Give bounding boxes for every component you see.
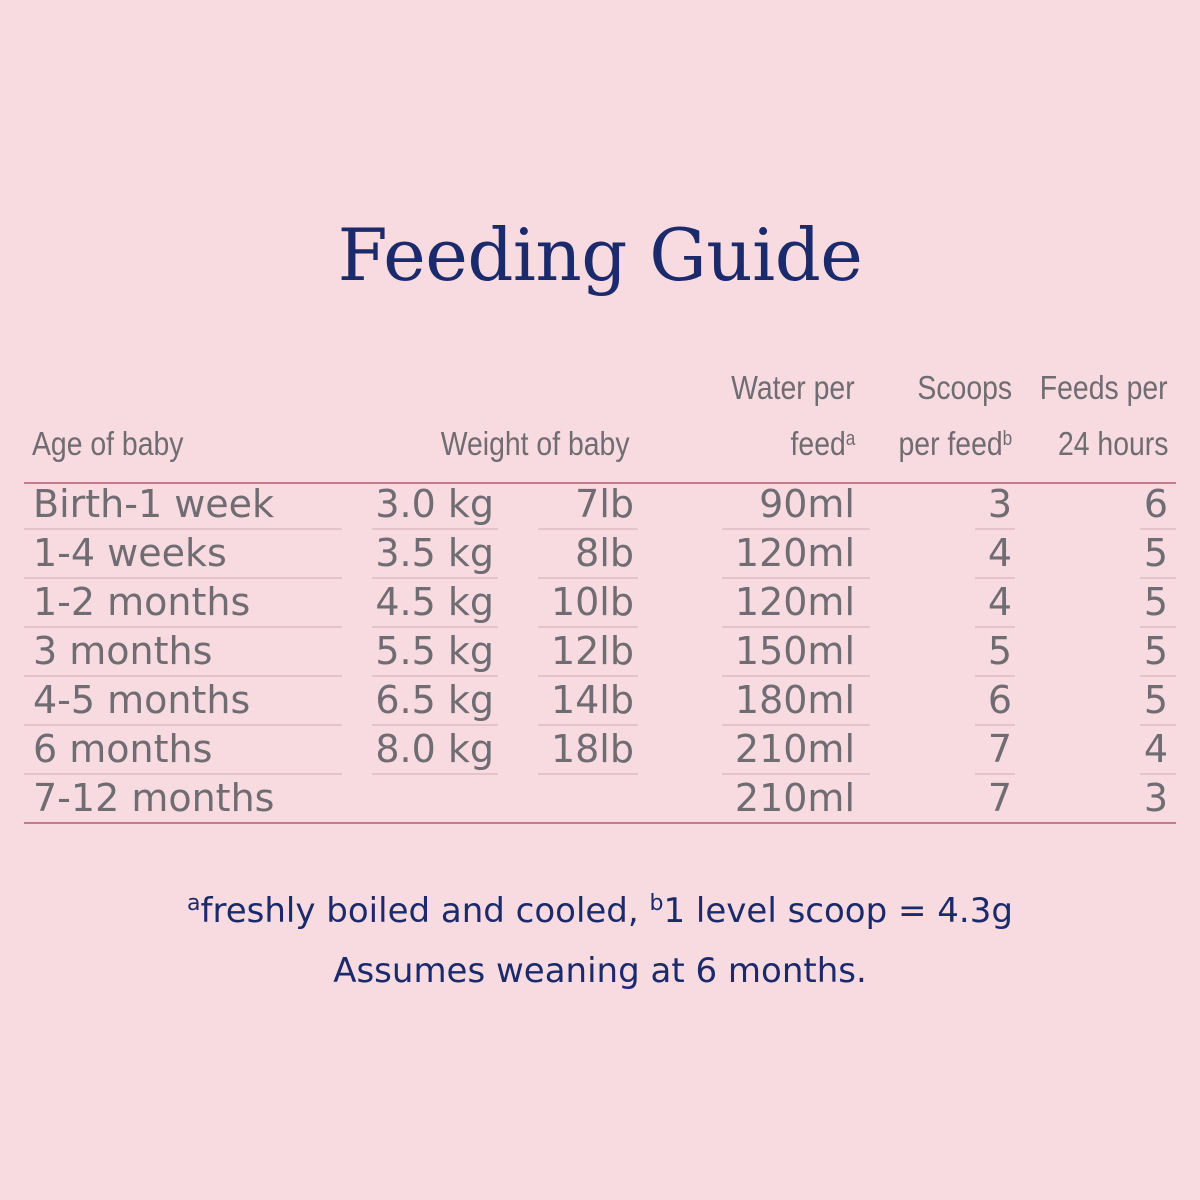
page-title: Feeding Guide xyxy=(337,213,863,297)
cell-feeds: 5 xyxy=(1143,531,1168,575)
header-water-line1: Water per xyxy=(731,369,855,406)
cell-water: 90ml xyxy=(759,482,855,526)
row-divider xyxy=(24,626,342,628)
header-feeds-line2: 24 hours xyxy=(1057,425,1168,462)
cell-feeds: 5 xyxy=(1143,629,1168,673)
cell-kg: 5.5 kg xyxy=(375,629,494,673)
row-divider xyxy=(975,577,1015,579)
cell-age: Birth-1 week xyxy=(33,482,275,526)
row-divider xyxy=(722,773,870,775)
cell-lb: 7lb xyxy=(575,482,634,526)
table-row: Birth-1 week 3.0 kg 7lb 90ml 3 6 xyxy=(0,481,1200,530)
cell-scoops: 7 xyxy=(987,727,1012,771)
cell-lb: 14lb xyxy=(550,678,634,722)
row-divider xyxy=(722,724,870,726)
table-row: 6 months 8.0 kg 18lb 210ml 7 4 xyxy=(0,726,1200,775)
cell-kg: 8.0 kg xyxy=(375,727,494,771)
cell-age: 7-12 months xyxy=(33,776,275,820)
row-divider xyxy=(372,773,498,775)
row-divider xyxy=(24,577,342,579)
header-weight: Weight of baby xyxy=(441,425,630,462)
row-divider xyxy=(975,724,1015,726)
cell-feeds: 6 xyxy=(1143,482,1168,526)
row-divider xyxy=(975,675,1015,677)
row-divider xyxy=(538,577,638,579)
table-row: 7-12 months 210ml 7 3 xyxy=(0,775,1200,824)
header-age: Age of baby xyxy=(32,425,184,462)
row-divider xyxy=(975,626,1015,628)
header-water-line2: feeda xyxy=(790,425,855,462)
cell-age: 3 months xyxy=(33,629,213,673)
row-divider xyxy=(372,626,498,628)
cell-scoops: 6 xyxy=(987,678,1012,722)
cell-lb: 10lb xyxy=(550,580,634,624)
footnote-line1: afreshly boiled and cooled, b1 level sco… xyxy=(187,891,1013,931)
cell-lb: 18lb xyxy=(550,727,634,771)
cell-kg: 6.5 kg xyxy=(375,678,494,722)
cell-feeds: 4 xyxy=(1143,727,1168,771)
cell-age: 1-2 months xyxy=(33,580,251,624)
row-divider xyxy=(538,626,638,628)
table-row: 3 months 5.5 kg 12lb 150ml 5 5 xyxy=(0,628,1200,677)
row-divider xyxy=(1140,528,1176,530)
cell-water: 180ml xyxy=(734,678,855,722)
row-divider xyxy=(372,675,498,677)
cell-scoops: 5 xyxy=(987,629,1012,673)
row-divider xyxy=(1140,724,1176,726)
table-row: 1-2 months 4.5 kg 10lb 120ml 4 5 xyxy=(0,579,1200,628)
cell-water: 150ml xyxy=(734,629,855,673)
row-divider xyxy=(1140,675,1176,677)
cell-lb: 8lb xyxy=(575,531,634,575)
row-divider xyxy=(722,675,870,677)
cell-scoops: 4 xyxy=(987,580,1012,624)
row-divider xyxy=(538,675,638,677)
cell-water: 210ml xyxy=(734,776,855,820)
cell-age: 4-5 months xyxy=(33,678,251,722)
cell-water: 210ml xyxy=(734,727,855,771)
cell-feeds: 3 xyxy=(1143,776,1168,820)
row-divider xyxy=(24,675,342,677)
row-divider xyxy=(722,577,870,579)
cell-scoops: 4 xyxy=(987,531,1012,575)
row-divider xyxy=(1140,577,1176,579)
row-divider xyxy=(538,724,638,726)
cell-water: 120ml xyxy=(734,531,855,575)
bottom-rule xyxy=(24,822,1176,824)
cell-kg: 3.0 kg xyxy=(375,482,494,526)
row-divider xyxy=(372,577,498,579)
header-rule xyxy=(24,482,1176,484)
cell-feeds: 5 xyxy=(1143,678,1168,722)
row-divider xyxy=(24,724,342,726)
cell-water: 120ml xyxy=(734,580,855,624)
row-divider xyxy=(722,626,870,628)
row-divider xyxy=(372,528,498,530)
row-divider xyxy=(538,528,638,530)
cell-age: 1-4 weeks xyxy=(33,531,227,575)
row-divider xyxy=(975,773,1015,775)
cell-kg: 3.5 kg xyxy=(375,531,494,575)
cell-scoops: 3 xyxy=(987,482,1012,526)
table-row: 4-5 months 6.5 kg 14lb 180ml 6 5 xyxy=(0,677,1200,726)
row-divider xyxy=(538,773,638,775)
table-row: 1-4 weeks 3.5 kg 8lb 120ml 4 5 xyxy=(0,530,1200,579)
row-divider xyxy=(722,528,870,530)
row-divider xyxy=(1140,773,1176,775)
header-scoops-line1: Scoops xyxy=(917,369,1012,406)
row-divider xyxy=(24,528,342,530)
header-feeds-line1: Feeds per xyxy=(1040,369,1168,406)
row-divider xyxy=(24,773,342,775)
cell-scoops: 7 xyxy=(987,776,1012,820)
footnote-line2: Assumes weaning at 6 months. xyxy=(333,951,867,991)
cell-kg: 4.5 kg xyxy=(375,580,494,624)
cell-feeds: 5 xyxy=(1143,580,1168,624)
row-divider xyxy=(1140,626,1176,628)
row-divider xyxy=(975,528,1015,530)
cell-lb: 12lb xyxy=(550,629,634,673)
cell-age: 6 months xyxy=(33,727,213,771)
row-divider xyxy=(372,724,498,726)
header-scoops-line2: per feedb xyxy=(898,425,1012,462)
